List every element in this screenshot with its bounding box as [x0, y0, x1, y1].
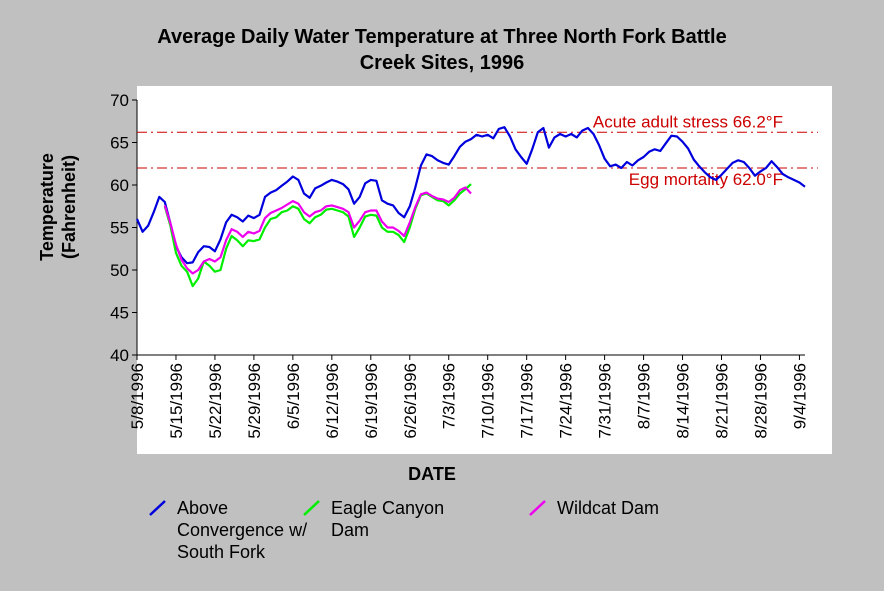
y-axis-label-line1: Temperature — [37, 153, 57, 261]
legend-label: Convergence w/ — [177, 520, 308, 540]
x-tick-label: 7/3/1996 — [440, 363, 459, 429]
x-tick-label: 8/14/1996 — [674, 363, 693, 439]
y-tick-label: 65 — [110, 134, 129, 153]
legend-swatch — [149, 500, 166, 516]
x-tick-label: 9/4/1996 — [790, 363, 809, 429]
x-tick-label: 6/5/1996 — [284, 363, 303, 429]
x-tick-label: 6/26/1996 — [401, 363, 420, 439]
legend-swatch-line — [149, 500, 166, 516]
chart-title-line2: Creek Sites, 1996 — [359, 52, 525, 74]
x-tick-label: 8/28/1996 — [751, 363, 770, 439]
legend-label: Wildcat Dam — [557, 498, 660, 518]
legend-swatch-line — [303, 500, 320, 516]
y-tick-label: 70 — [110, 91, 129, 110]
y-tick-label: 60 — [110, 176, 129, 195]
x-tick-label: 7/31/1996 — [596, 363, 615, 439]
legend-label: South Fork — [177, 542, 266, 562]
plot-area — [137, 86, 832, 454]
series-line-1 — [135, 126, 806, 265]
chart-title: Average Daily Water Temperature at Three… — [0, 24, 884, 76]
y-tick-label: 45 — [110, 304, 129, 323]
x-tick-label: 8/21/1996 — [713, 363, 732, 439]
legend-entry-2: Eagle Canyon Dam — [331, 497, 444, 541]
legend-label: Eagle Canyon — [331, 498, 445, 518]
legend-label: Above — [177, 498, 229, 518]
x-tick-label: 5/29/1996 — [245, 363, 264, 439]
legend-label: Dam — [331, 520, 370, 540]
y-axis-label-line2: (Fahrenheit) — [59, 155, 79, 259]
x-tick-label: 7/10/1996 — [479, 363, 498, 439]
x-tick-label: 8/7/1996 — [635, 363, 654, 429]
series-line-3 — [163, 186, 472, 275]
x-tick-label: 5/8/1996 — [128, 363, 147, 429]
x-tick-label: 7/17/1996 — [518, 363, 537, 439]
x-axis-label: DATE — [408, 464, 456, 484]
legend-swatch-line — [529, 500, 546, 516]
legend-swatch — [529, 500, 546, 516]
x-tick-label: 5/15/1996 — [167, 363, 186, 439]
y-tick-label: 40 — [110, 346, 129, 365]
x-tick-label: 6/19/1996 — [362, 363, 381, 439]
x-tick-label: 6/12/1996 — [323, 363, 342, 439]
y-tick-label: 50 — [110, 261, 129, 280]
reference-line-label: Acute adult stress 66.2°F — [593, 112, 783, 131]
chart-title-line1: Average Daily Water Temperature at Three… — [157, 26, 727, 48]
legend-entry-3: Wildcat Dam — [557, 497, 659, 519]
legend-swatch — [303, 500, 320, 516]
x-tick-label: 5/22/1996 — [206, 363, 225, 439]
reference-line-label: Egg mortality 62.0°F — [629, 170, 783, 189]
legend-entry-1: Above Convergence w/South Fork — [177, 497, 307, 563]
y-tick-label: 55 — [110, 219, 129, 238]
x-tick-label: 7/24/1996 — [557, 363, 576, 439]
